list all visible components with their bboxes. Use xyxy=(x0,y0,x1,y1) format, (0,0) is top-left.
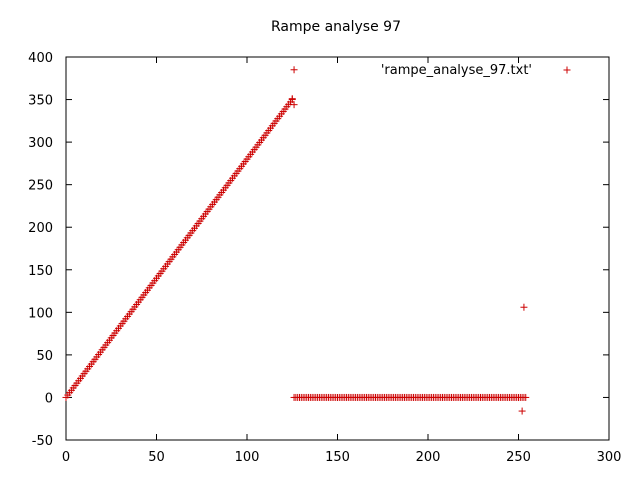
y-tick-label: 200 xyxy=(28,221,53,236)
y-tick-label: 300 xyxy=(28,136,53,151)
legend-marker-symbol xyxy=(563,66,571,74)
x-tick-label: 300 xyxy=(597,450,622,465)
y-tick-label: 150 xyxy=(28,264,53,279)
data-point xyxy=(522,393,530,401)
data-point xyxy=(520,303,528,311)
axes: 0 50 100 150 200 250 300 -50 0 50 100 150 200 250 300 3… xyxy=(28,51,621,465)
y-tick-label: 350 xyxy=(28,94,53,109)
x-tick-label: 200 xyxy=(416,450,441,465)
y-tick-label: 50 xyxy=(36,349,53,364)
legend-label: 'rampe_analyse_97.txt' xyxy=(381,63,532,78)
y-tick-label: 250 xyxy=(28,179,53,194)
data-point xyxy=(288,95,296,103)
x-tick-label: 50 xyxy=(148,450,165,465)
chart-title: Rampe analyse 97 xyxy=(271,19,401,35)
plot-frame xyxy=(65,56,610,441)
legend-marker xyxy=(563,66,571,74)
y-tick-label: -50 xyxy=(32,434,53,449)
x-tick-label: 0 xyxy=(62,450,70,465)
y-tick-label: 0 xyxy=(45,391,53,406)
y-tick-label: 400 xyxy=(28,51,53,66)
x-tick-label: 250 xyxy=(506,450,531,465)
x-tick-label: 100 xyxy=(235,450,260,465)
data-points xyxy=(62,66,530,415)
data-point xyxy=(518,407,526,415)
data-point xyxy=(290,101,298,109)
y-tick-label: 100 xyxy=(28,306,53,321)
legend: 'rampe_analyse_97.txt' xyxy=(381,63,571,78)
data-point xyxy=(290,66,298,74)
x-tick-label: 150 xyxy=(325,450,350,465)
